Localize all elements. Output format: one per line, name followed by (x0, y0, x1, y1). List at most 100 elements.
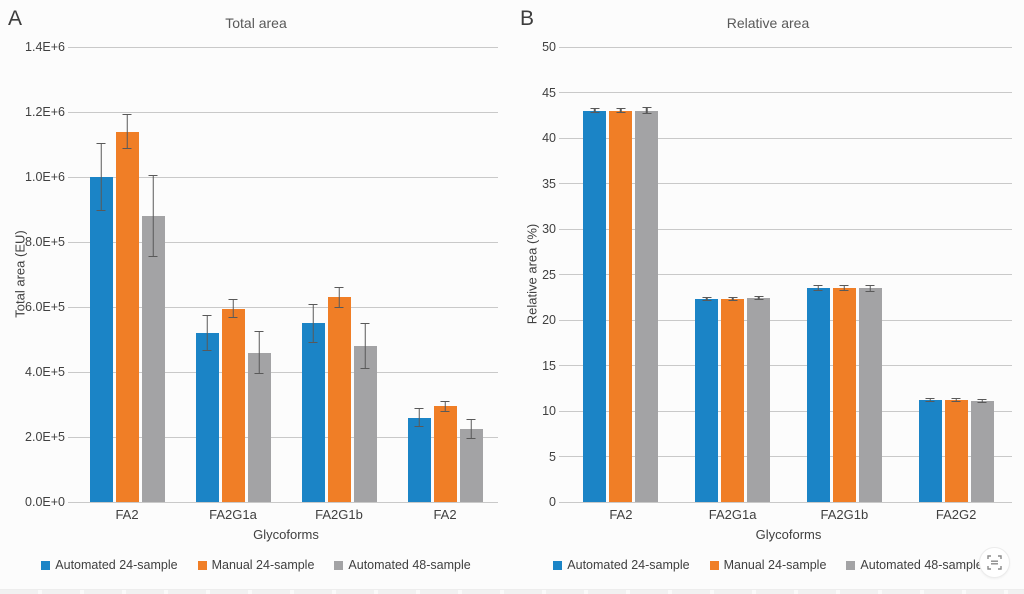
legend-label: Automated 24-sample (55, 558, 178, 572)
category-label: FA2G2 (935, 507, 977, 522)
gridline (559, 228, 1012, 230)
error-bar (414, 407, 424, 428)
gridline (559, 319, 1012, 321)
error-bar-line (444, 401, 446, 411)
bar (806, 285, 830, 502)
category-label: FA2 (433, 507, 457, 522)
legend-swatch (41, 560, 51, 570)
bar (609, 107, 633, 502)
legend-swatch (553, 560, 563, 570)
bar-group (789, 47, 901, 502)
legend-item: Automated 24-sample (41, 558, 178, 572)
error-bar (466, 419, 476, 439)
gridline (68, 176, 498, 178)
error-bar (308, 303, 318, 343)
bar-group (74, 47, 180, 502)
legend-item: Manual 24-sample (709, 558, 827, 572)
bar-group (180, 47, 286, 502)
panel-label-b: B (520, 7, 535, 30)
bar (583, 107, 607, 502)
legend-label: Manual 24-sample (723, 558, 827, 572)
error-bar-line (152, 176, 154, 256)
error-bar (925, 398, 935, 402)
gridline (68, 371, 498, 373)
legend-swatch (334, 560, 344, 570)
bar-group (565, 47, 677, 502)
error-bar-line (232, 299, 234, 318)
x-axis-title: Glycoforms (755, 527, 822, 542)
y-tick-label: 20 (542, 313, 556, 327)
bar (747, 296, 771, 502)
error-bar-line (258, 332, 260, 373)
error-bar-line (470, 420, 472, 438)
bar-groups (565, 47, 1012, 502)
error-bar-line (100, 143, 102, 211)
chart-title: Total area (225, 15, 287, 31)
bar (353, 323, 377, 502)
gridline (559, 410, 1012, 412)
panel-label-a: A (8, 7, 23, 30)
bar (407, 407, 431, 502)
error-bar (334, 286, 344, 308)
y-tick-label: 1.4E+6 (25, 40, 65, 54)
error-bar (813, 285, 823, 291)
error-bar (440, 400, 450, 412)
error-bar (122, 113, 132, 150)
legend-item: Automated 24-sample (553, 558, 690, 572)
bar (970, 399, 994, 502)
error-bar-line (418, 408, 420, 427)
bar (695, 297, 719, 502)
error-bar-line (869, 285, 872, 291)
error-bar (254, 331, 264, 374)
gridline (68, 306, 498, 308)
bottom-divider (0, 589, 1024, 594)
gridline (68, 46, 498, 48)
category-label: FA2G1a (209, 507, 257, 522)
error-bar (728, 297, 738, 301)
gridline (559, 501, 1012, 503)
bar (89, 142, 113, 502)
bar (832, 285, 856, 502)
plot-area: 0 5 10 15 20 25 30 35 40 45 50 (542, 40, 1012, 509)
error-bar-line (312, 304, 314, 342)
error-bar (360, 323, 370, 369)
legend-item: Automated 48-sample (334, 558, 471, 572)
fit-screen-button[interactable] (979, 547, 1010, 578)
y-tick-label: 6.0E+5 (25, 300, 65, 314)
y-tick-label: 25 (542, 267, 556, 282)
error-bar-line (705, 298, 708, 300)
gridline (559, 274, 1012, 275)
bar (944, 398, 968, 502)
gridline (559, 456, 1012, 457)
legend-label: Automated 24-sample (567, 558, 690, 572)
category-label: FA2 (609, 507, 633, 522)
error-bar (754, 296, 764, 300)
gridline (559, 46, 1012, 48)
x-axis-title: Glycoforms (253, 527, 319, 542)
bar (195, 315, 219, 502)
gridline (68, 436, 498, 438)
error-bar-line (594, 108, 596, 113)
y-tick-label: 50 (542, 40, 556, 54)
panel-total-area: A Total area Total area (EU) 0.0E+0 2.0E+… (8, 7, 498, 572)
legend-label: Automated 48-sample (860, 558, 983, 572)
error-bar-line (843, 286, 846, 290)
gridline (559, 92, 1012, 93)
error-bar (951, 398, 961, 402)
legend-swatch (197, 560, 207, 570)
error-bar-line (646, 108, 648, 114)
error-bar (642, 107, 652, 115)
bar (221, 298, 245, 502)
y-tick-label: 0.0E+0 (25, 495, 65, 509)
category-label: FA2G1a (708, 507, 757, 522)
bar-groups (74, 47, 498, 502)
y-tick-label: 30 (542, 222, 556, 236)
error-bar (96, 142, 106, 212)
error-bar (590, 107, 600, 114)
error-bar-line (338, 287, 340, 307)
y-tick-label: 1.2E+6 (25, 105, 65, 119)
gridline (68, 501, 498, 503)
error-bar-line (620, 108, 622, 113)
category-label: FA2G1b (315, 507, 363, 522)
error-bar (228, 298, 238, 319)
